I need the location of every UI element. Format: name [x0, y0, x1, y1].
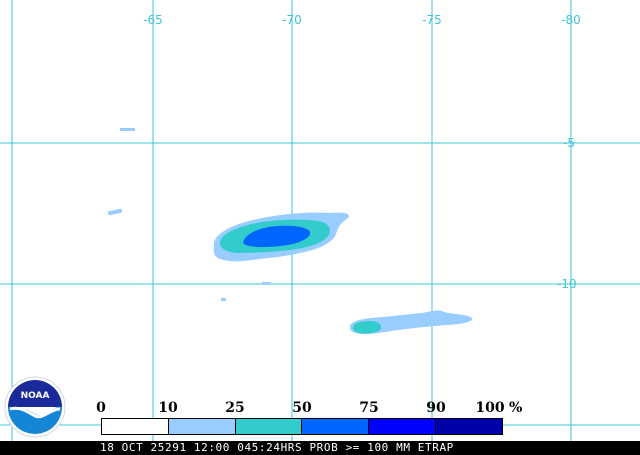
lon-label: -75 — [422, 13, 442, 27]
lon-label: -70 — [282, 13, 302, 27]
colorbar-segment — [235, 419, 303, 434]
blob-main-50pct — [243, 225, 311, 248]
noaa-logo-text: NOAA — [21, 391, 50, 401]
legend-tick: 75 — [359, 400, 379, 416]
legend-colorbar — [101, 418, 503, 435]
legend-tick-labels: 0 10 25 50 75 90 100 — [0, 400, 640, 416]
lat-label: -5 — [563, 136, 575, 150]
status-bar: 18 OCT 25291 12:00 045:24HRS PROB >= 100… — [0, 441, 640, 455]
status-text: 18 OCT 25291 12:00 045:24HRS PROB >= 100… — [100, 441, 454, 454]
speck-10pct — [262, 282, 271, 284]
speck-10pct — [107, 208, 123, 216]
colorbar-segment — [436, 419, 502, 434]
legend-tick: 0 — [96, 400, 106, 416]
legend-tick: 100 — [475, 400, 505, 416]
lat-label: -10 — [557, 277, 577, 291]
lon-label: -80 — [561, 13, 581, 27]
probability-shading — [107, 128, 473, 335]
colorbar-segment — [302, 419, 370, 434]
blob-east-25pct — [352, 321, 382, 334]
legend-tick: 90 — [426, 400, 446, 416]
speck-10pct — [221, 298, 226, 301]
grid-lines — [0, 0, 640, 441]
colorbar-segment — [369, 419, 437, 434]
legend-tick: 25 — [225, 400, 245, 416]
lon-label: -65 — [143, 13, 163, 27]
colorbar-segment — [168, 419, 236, 434]
noaa-logo-icon: NOAA — [4, 376, 66, 438]
legend-unit: % — [509, 400, 523, 416]
colorbar-segment — [102, 419, 169, 434]
legend-tick: 10 — [158, 400, 178, 416]
legend-tick: 50 — [292, 400, 312, 416]
speck-10pct — [120, 128, 135, 131]
